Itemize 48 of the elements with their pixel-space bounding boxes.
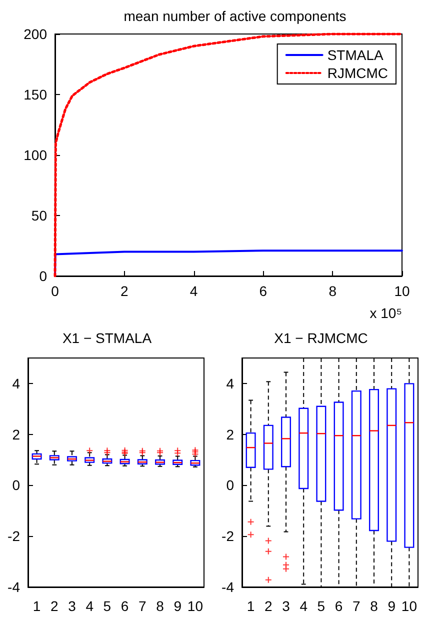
y-tick-label: 50 — [31, 208, 48, 224]
x-tick-label: 3 — [282, 598, 290, 614]
x-tick-label: 8 — [156, 598, 164, 614]
y-tick-label: -2 — [8, 528, 20, 544]
y-tick-label: 150 — [24, 86, 48, 102]
x-tick-label: 4 — [86, 598, 94, 614]
x-tick-label: 7 — [352, 598, 360, 614]
x-tick-label: 1 — [32, 598, 41, 614]
y-tick-label: -4 — [222, 579, 234, 595]
y-tick-label: 0 — [12, 477, 20, 494]
legend-label: RJMCMC — [327, 65, 388, 81]
x-tick-label: 8 — [328, 283, 337, 299]
x-tick-label: 9 — [388, 598, 396, 614]
y-tick-label: 2 — [226, 426, 234, 442]
x-tick-label: 0 — [51, 283, 60, 299]
x-tick-label: 1 — [246, 598, 255, 614]
x-tick-label: 5 — [103, 598, 112, 614]
y-tick-label: 4 — [12, 375, 20, 392]
x-tick-label: 9 — [174, 598, 182, 614]
x-tick-label: 4 — [190, 283, 198, 299]
x-tick-label: 4 — [300, 598, 308, 614]
y-tick-label: 0 — [226, 477, 234, 494]
x-tick-label: 10 — [401, 598, 418, 614]
y-tick-label: -2 — [222, 528, 234, 544]
x-axis-title: x 10⁵ — [370, 305, 402, 321]
x-tick-label: 2 — [50, 598, 58, 614]
x-tick-label: 2 — [264, 598, 272, 614]
x-tick-label: 8 — [370, 598, 378, 614]
chart-title: X1 − STMALA — [62, 330, 152, 346]
x-tick-label: 5 — [317, 598, 326, 614]
line-series — [54, 32, 404, 278]
y-tick-label: 200 — [24, 26, 48, 42]
y-tick-label: 100 — [24, 147, 48, 163]
x-tick-label: 10 — [187, 598, 204, 614]
chart-title: mean number of active components — [124, 8, 346, 24]
legend-label: STMALA — [327, 47, 384, 63]
x-tick-label: 3 — [68, 598, 76, 614]
x-tick-label: 7 — [138, 598, 146, 614]
x-tick-label: 6 — [334, 598, 343, 614]
x-tick-label: 6 — [120, 598, 129, 614]
chart-title: X1 − RJMCMC — [274, 330, 368, 346]
y-tick-label: -4 — [8, 579, 20, 595]
y-tick-label: 0 — [39, 268, 48, 284]
x-tick-label: 2 — [120, 283, 128, 299]
y-tick-label: 4 — [226, 375, 234, 392]
x-tick-label: 6 — [259, 283, 268, 299]
y-tick-label: 2 — [12, 426, 20, 442]
x-tick-label: 10 — [394, 283, 410, 299]
